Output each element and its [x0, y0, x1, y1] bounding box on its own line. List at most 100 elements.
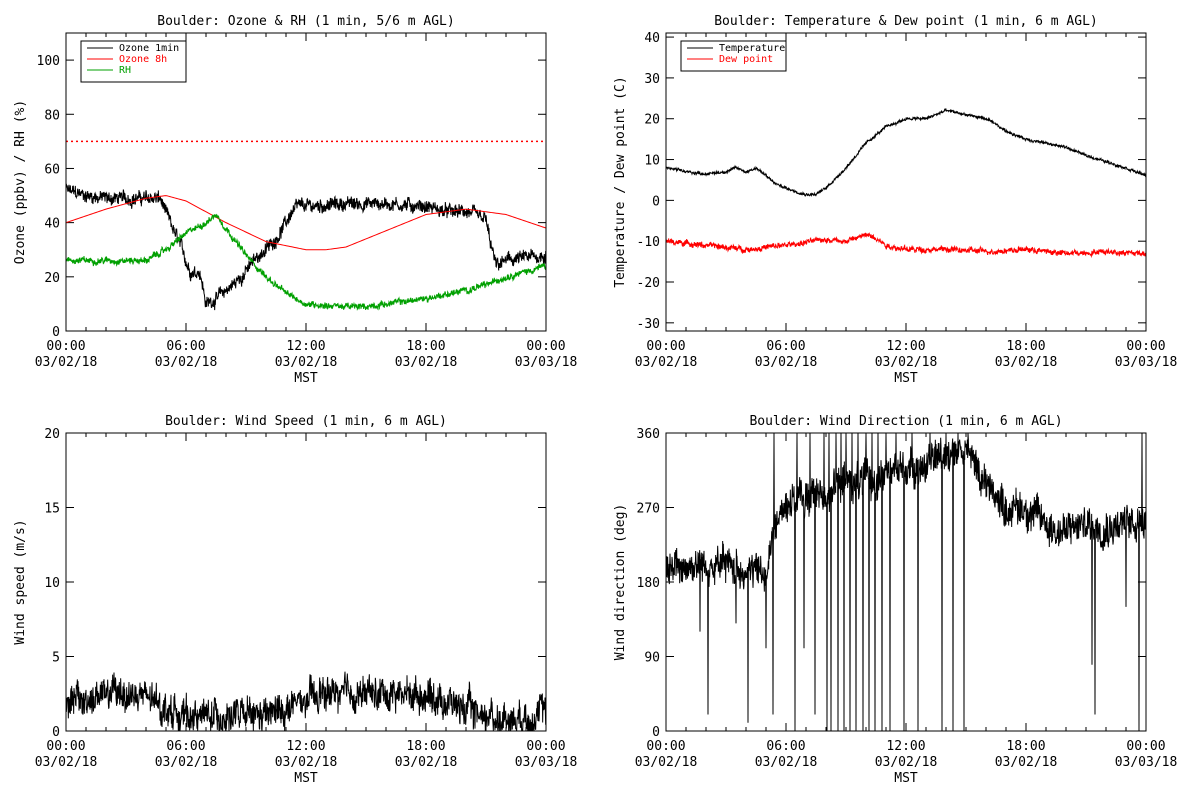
x-tick-date: 03/02/18: [755, 755, 818, 770]
y-tick-label: 0: [52, 725, 60, 740]
x-tick-date: 03/03/18: [515, 755, 578, 770]
x-tick-label: 12:00: [886, 739, 925, 754]
y-axis-label: Wind direction (deg): [613, 504, 628, 661]
legend-label: RH: [119, 65, 131, 76]
x-tick-date: 03/02/18: [155, 355, 218, 370]
x-tick-label: 12:00: [286, 739, 325, 754]
x-tick-date: 03/03/18: [1115, 355, 1178, 370]
x-tick-date: 03/02/18: [395, 755, 458, 770]
x-tick-date: 03/02/18: [755, 355, 818, 370]
x-tick-label: 00:00: [46, 339, 85, 354]
x-tick-date: 03/02/18: [155, 755, 218, 770]
wspd-chart: Boulder: Wind Speed (1 min, 6 m AGL) 0 5 10…: [13, 414, 577, 786]
y-tick-label: 360: [637, 427, 660, 442]
ozone-series-ozone-1min: [66, 183, 546, 311]
x-tick-date: 03/02/18: [995, 355, 1058, 370]
x-tick-date: 03/02/18: [875, 355, 938, 370]
y-tick-label: 100: [37, 54, 60, 69]
plot-area: [66, 140, 546, 311]
y-tick-label: 5: [52, 651, 60, 666]
x-tick-date: 03/02/18: [635, 755, 698, 770]
x-tick-label: 12:00: [886, 339, 925, 354]
y-tick-label: 20: [44, 427, 60, 442]
x-tick-label: 18:00: [1006, 739, 1045, 754]
chart-title: Boulder: Temperature & Dew point (1 min,…: [714, 14, 1098, 29]
x-tick-label: 00:00: [646, 339, 685, 354]
x-tick-date: 03/02/18: [635, 355, 698, 370]
wdir-chart: Boulder: Wind Direction (1 min, 6 m AGL)…: [613, 414, 1177, 786]
x-tick-date: 03/02/18: [395, 355, 458, 370]
ozone-series-rh: [66, 213, 546, 311]
x-tick-date: 03/02/18: [995, 755, 1058, 770]
y-tick-label: 30: [644, 72, 660, 87]
x-axis-label: MST: [294, 771, 318, 786]
legend-box: [680, 40, 787, 72]
temp-chart: Boulder: Temperature & Dew point (1 min,…: [613, 14, 1177, 386]
plot-frame: [665, 32, 1147, 332]
y-tick-label: 40: [44, 217, 60, 232]
y-tick-label: 20: [644, 113, 660, 128]
x-tick-label: 06:00: [766, 739, 805, 754]
x-tick-label: 00:00: [646, 739, 685, 754]
plot-frame: [65, 432, 547, 732]
x-tick-date: 03/02/18: [35, 355, 98, 370]
y-tick-label: -30: [637, 317, 660, 332]
y-tick-label: 90: [644, 651, 660, 666]
ozone-chart: Boulder: Ozone & RH (1 min, 5/6 m AGL) 0 2…: [13, 14, 577, 386]
wspd-series-line: [66, 671, 546, 731]
y-tick-label: -10: [637, 235, 660, 250]
chart-title: Boulder: Ozone & RH (1 min, 5/6 m AGL): [157, 14, 454, 29]
y-axis-label: Temperature / Dew point (C): [613, 76, 628, 287]
y-tick-label: 40: [644, 31, 660, 46]
x-tick-label: 00:00: [526, 739, 565, 754]
legend-label: Dew point: [719, 54, 773, 65]
y-tick-label: -20: [637, 276, 660, 291]
x-tick-date: 03/02/18: [875, 755, 938, 770]
plot-frame: [65, 32, 547, 332]
ozone-series-ozone-8h: [66, 195, 546, 251]
x-tick-date: 03/02/18: [275, 755, 338, 770]
x-tick-label: 06:00: [766, 339, 805, 354]
temp-series-dew-point: [666, 232, 1146, 259]
x-axis-label: MST: [894, 371, 918, 386]
y-tick-label: 20: [44, 271, 60, 286]
plot-frame: [665, 432, 1147, 732]
y-tick-label: 0: [52, 325, 60, 340]
plot-area: [66, 671, 546, 731]
y-tick-label: 270: [637, 502, 660, 517]
wdir-series-line: [666, 433, 1146, 731]
y-tick-label: 10: [44, 576, 60, 591]
x-tick-label: 12:00: [286, 339, 325, 354]
x-tick-label: 18:00: [1006, 339, 1045, 354]
chart-title: Boulder: Wind Direction (1 min, 6 m AGL): [749, 414, 1062, 429]
x-tick-label: 00:00: [1126, 739, 1165, 754]
x-tick-date: 03/02/18: [275, 355, 338, 370]
plot-area: [666, 108, 1146, 259]
legend-label: Ozone 1min: [119, 43, 179, 54]
x-tick-label: 00:00: [46, 739, 85, 754]
y-tick-label: 10: [644, 154, 660, 169]
y-tick-label: 80: [44, 108, 60, 123]
x-tick-date: 03/03/18: [515, 355, 578, 370]
x-tick-label: 00:00: [1126, 339, 1165, 354]
y-tick-label: 60: [44, 162, 60, 177]
y-tick-label: 180: [637, 576, 660, 591]
legend-label: Ozone 8h: [119, 54, 167, 65]
x-tick-label: 18:00: [406, 339, 445, 354]
y-tick-label: 0: [652, 725, 660, 740]
x-tick-label: 18:00: [406, 739, 445, 754]
y-axis-label: Wind speed (m/s): [13, 519, 28, 644]
legend-label: Temperature: [719, 43, 785, 54]
x-tick-date: 03/03/18: [1115, 755, 1178, 770]
plot-area: [666, 433, 1146, 731]
temp-series-temperature: [666, 108, 1146, 198]
chart-title: Boulder: Wind Speed (1 min, 6 m AGL): [165, 414, 447, 429]
x-tick-label: 06:00: [166, 739, 205, 754]
y-axis-label: Ozone (ppbv) / RH (%): [13, 100, 28, 264]
y-tick-label: 15: [44, 502, 60, 517]
x-tick-date: 03/02/18: [35, 755, 98, 770]
x-tick-label: 06:00: [166, 339, 205, 354]
y-tick-label: 0: [652, 194, 660, 209]
x-axis-label: MST: [294, 371, 318, 386]
